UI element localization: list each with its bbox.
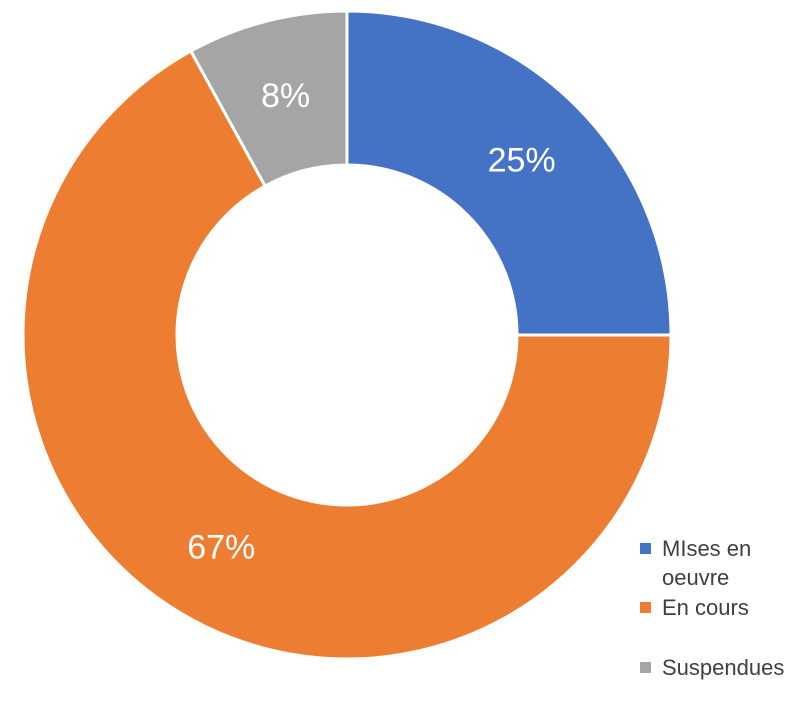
legend: MIses en oeuvre En cours Suspendues <box>638 534 803 682</box>
slice-en-cours[interactable] <box>21 49 673 661</box>
donut-slices <box>21 9 673 661</box>
legend-swatch-suspendues <box>640 662 651 673</box>
slice-mises-en-oeuvre[interactable] <box>345 9 673 337</box>
slice-label-mises-en-oeuvre: 25% <box>488 141 556 179</box>
legend-item-mises-en-oeuvre[interactable]: MIses en oeuvre <box>638 534 803 592</box>
slice-label-suspendues: 8% <box>261 77 310 115</box>
slice-label-en-cours: 67% <box>187 529 255 567</box>
legend-item-en-cours[interactable]: En cours <box>638 593 803 622</box>
legend-swatch-mises-en-oeuvre <box>640 543 651 554</box>
legend-label-mises-en-oeuvre: MIses en oeuvre <box>662 536 752 590</box>
slice-labels: 25% 67% 8% <box>187 77 555 567</box>
legend-item-suspendues[interactable]: Suspendues <box>638 653 803 682</box>
slice-suspendues[interactable] <box>188 9 349 189</box>
legend-label-en-cours: En cours <box>662 595 749 620</box>
legend-swatch-en-cours <box>640 602 651 613</box>
legend-label-suspendues: Suspendues <box>662 655 785 680</box>
